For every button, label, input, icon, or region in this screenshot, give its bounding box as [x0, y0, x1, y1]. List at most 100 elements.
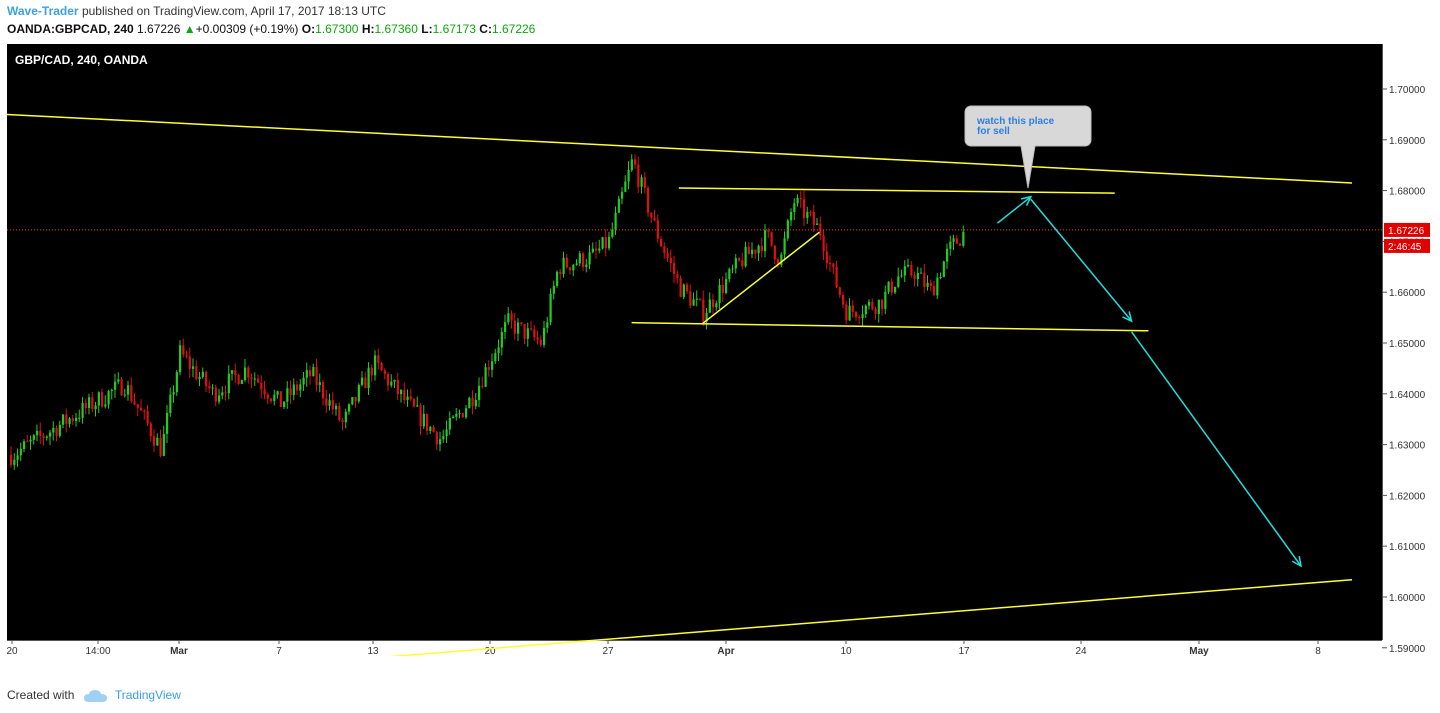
candle-body [731, 268, 734, 270]
candle-body [539, 339, 542, 345]
candle-body [741, 260, 744, 267]
candle-body [75, 417, 78, 421]
candle-body [29, 439, 32, 442]
candle-body [299, 384, 302, 391]
candle-body [923, 272, 926, 287]
price-tick-label: 1.65000 [1389, 339, 1426, 350]
candle-body [182, 345, 185, 355]
candle-body [777, 259, 780, 266]
candle-body [660, 238, 663, 247]
candle-body [624, 181, 627, 192]
candle-body [822, 235, 825, 252]
candle-body [185, 354, 188, 357]
candle-body [819, 223, 822, 236]
candle-body [120, 379, 123, 396]
candle-body [409, 396, 412, 400]
candle-body [481, 385, 484, 387]
candle-body [838, 287, 841, 295]
close-value: 1.67226 [491, 22, 536, 36]
candle-body [374, 355, 377, 376]
candle-body [302, 377, 305, 385]
candle-body [689, 291, 692, 306]
open-value: 1.67300 [315, 22, 359, 36]
candle-body [390, 381, 393, 386]
candle-body [734, 258, 737, 269]
candle-body [929, 282, 932, 287]
chart-area[interactable]: 1.700001.690001.680001.670001.660001.650… [7, 44, 1432, 656]
candle-body [117, 379, 120, 382]
candle-body [286, 388, 289, 402]
candle-body [403, 389, 406, 401]
candle-body [370, 367, 373, 376]
candle-body [205, 371, 208, 386]
candle-body [478, 385, 481, 400]
upper-channel-line [7, 113, 1353, 184]
price-tick-label: 1.64000 [1389, 390, 1426, 401]
arrow-down-to-support [1030, 198, 1133, 323]
candle-body [643, 177, 646, 188]
time-tick-label: 10 [840, 646, 852, 656]
candle-body [926, 282, 929, 287]
chart-svg[interactable]: 1.700001.690001.680001.670001.660001.650… [7, 44, 1432, 656]
candle-body [84, 402, 87, 408]
candle-body [71, 418, 74, 421]
candle-body [393, 380, 396, 382]
low-value: 1.67173 [432, 22, 476, 36]
candle-body [315, 366, 318, 386]
candle-body [578, 253, 581, 264]
candle-body [367, 367, 370, 389]
candle-body [260, 382, 263, 390]
candle-body [903, 266, 906, 276]
candle-body [81, 402, 84, 418]
candle-body [500, 331, 503, 348]
candle-body [494, 353, 497, 362]
last-price-badge [1384, 222, 1430, 237]
candle-body [627, 170, 630, 182]
published-text: published on TradingView.com, April 17, … [81, 4, 386, 18]
candle-body [208, 385, 211, 389]
tradingview-link[interactable]: TradingView [114, 688, 181, 702]
price-tick-label: 1.60000 [1389, 593, 1426, 604]
candle-body [803, 199, 806, 218]
candle-body [640, 177, 643, 187]
candle-body [156, 437, 159, 446]
time-tick-label: 20 [484, 646, 496, 656]
candle-body [650, 212, 653, 218]
support-line [631, 321, 1149, 332]
candle-body [604, 237, 607, 249]
candle-body [471, 397, 474, 407]
candle-body [825, 251, 828, 264]
candle-body [94, 405, 97, 410]
candle-body [702, 299, 705, 322]
candle-body [767, 230, 770, 232]
arrow-up-to-resistance [996, 195, 1033, 224]
candle-body [559, 271, 562, 275]
candle-body [952, 238, 955, 242]
candle-body [705, 312, 708, 322]
candle-body [829, 263, 832, 265]
candle-body [842, 294, 845, 305]
candle-body [175, 372, 178, 393]
candle-body [949, 241, 952, 249]
candle-body [357, 384, 360, 402]
author-link[interactable]: Wave-Trader [7, 4, 79, 18]
candle-body [240, 380, 243, 385]
candle-body [335, 405, 338, 410]
candle-body [588, 252, 591, 265]
candle-body [780, 254, 783, 266]
time-tick-label: Apr [717, 646, 734, 656]
candle-body [764, 230, 767, 252]
candle-body [591, 248, 594, 253]
candle-body [354, 397, 357, 402]
candle-body [718, 284, 721, 304]
callout-text: for sell [977, 126, 1010, 137]
candle-body [874, 308, 877, 314]
candle-body [351, 397, 354, 405]
candle-body [552, 285, 555, 294]
time-tick-label: 14:00 [85, 646, 110, 656]
candle-body [435, 432, 438, 445]
candle-body [419, 405, 422, 427]
candle-body [273, 394, 276, 402]
price-tick-label: 1.59000 [1389, 644, 1426, 655]
candle-body [133, 401, 136, 405]
